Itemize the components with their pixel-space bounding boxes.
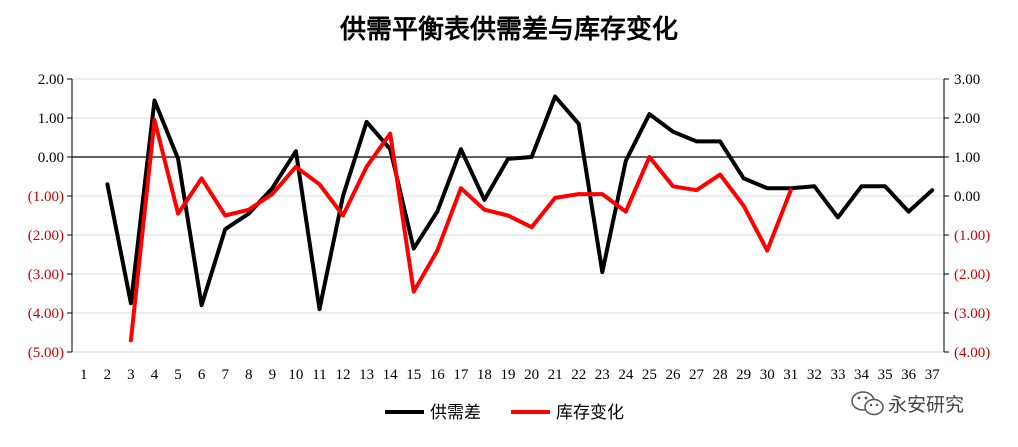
left-tick-label: (2.00): [28, 228, 64, 244]
x-tick-label: 1: [80, 367, 88, 383]
left-tick-label: (4.00): [28, 306, 64, 322]
x-tick-label: 15: [406, 367, 421, 383]
x-axis-ticks: 1 2 3 4 5 6 7 8 9 10 11 12 13 14 15 16 17 18 19 20 21 22 23 24 2…: [80, 367, 940, 383]
x-tick-label: 33: [830, 367, 845, 383]
x-tick-label: 9: [269, 367, 277, 383]
x-tick-label: 12: [336, 367, 351, 383]
x-tick-label: 3: [127, 367, 135, 383]
x-tick-label: 34: [854, 367, 870, 383]
x-tick-label: 13: [359, 367, 374, 383]
left-tick-label: (3.00): [28, 267, 64, 283]
legend-label-inventory-change: 库存变化: [556, 403, 624, 423]
x-tick-label: 5: [174, 367, 182, 383]
x-tick-label: 26: [665, 367, 681, 383]
right-tick-label: 2.00: [954, 111, 980, 127]
x-tick-label: 7: [221, 367, 229, 383]
right-tick-label: (4.00): [954, 345, 990, 361]
x-tick-label: 27: [689, 367, 705, 383]
x-tick-label: 29: [736, 367, 751, 383]
left-tick-label: 0.00: [38, 150, 64, 166]
x-tick-label: 36: [901, 367, 917, 383]
x-tick-label: 28: [713, 367, 728, 383]
x-tick-label: 37: [925, 367, 941, 383]
x-tick-label: 2: [104, 367, 112, 383]
x-tick-label: 24: [618, 367, 634, 383]
x-tick-label: 6: [198, 367, 206, 383]
watermark: 永安研究: [851, 391, 964, 416]
left-tick-label: 2.00: [38, 72, 64, 88]
x-tick-label: 30: [760, 367, 775, 383]
x-tick-label: 16: [430, 367, 446, 383]
left-tick-label: (5.00): [28, 345, 64, 361]
right-tick-label: 3.00: [954, 72, 980, 88]
wechat-icon: [851, 391, 884, 416]
x-tick-label: 8: [245, 367, 253, 383]
grid-lines: [72, 78, 944, 353]
x-tick-label: 11: [312, 367, 326, 383]
right-tick-label: 0.00: [954, 189, 980, 205]
x-tick-label: 32: [807, 367, 822, 383]
x-tick-label: 19: [501, 367, 516, 383]
left-axis-ticks: 2.00 1.00 0.00 (1.00) (2.00) (3.00) (4.00) (5.0…: [28, 72, 72, 361]
x-tick-label: 18: [477, 367, 492, 383]
left-tick-label: (1.00): [28, 189, 64, 205]
legend: 供需差 库存变化: [385, 403, 624, 423]
x-tick-label: 4: [151, 367, 159, 383]
chart-title: 供需平衡表供需差与库存变化: [339, 14, 678, 45]
x-tick-label: 25: [642, 367, 657, 383]
series-line-supply-demand-gap: [105, 94, 935, 312]
right-tick-label: (1.00): [954, 228, 990, 244]
series-lines: [105, 94, 935, 343]
series-line-inventory-change: [128, 117, 793, 343]
right-tick-label: (3.00): [954, 306, 990, 322]
x-tick-label: 35: [878, 367, 893, 383]
x-tick-label: 21: [548, 367, 563, 383]
x-tick-label: 20: [524, 367, 539, 383]
x-tick-label: 14: [383, 367, 399, 383]
legend-label-supply-demand-gap: 供需差: [430, 403, 481, 423]
x-tick-label: 17: [453, 367, 469, 383]
x-tick-label: 31: [783, 367, 798, 383]
left-tick-label: 1.00: [38, 111, 64, 127]
right-axis-ticks: 3.00 2.00 1.00 0.00 (1.00) (2.00) (3.00) (4.00): [944, 72, 990, 361]
x-tick-label: 22: [571, 367, 586, 383]
right-tick-label: 1.00: [954, 150, 980, 166]
x-tick-label: 23: [595, 367, 610, 383]
watermark-text: 永安研究: [888, 394, 964, 416]
x-tick-label: 10: [288, 367, 303, 383]
right-tick-label: (2.00): [954, 267, 990, 283]
